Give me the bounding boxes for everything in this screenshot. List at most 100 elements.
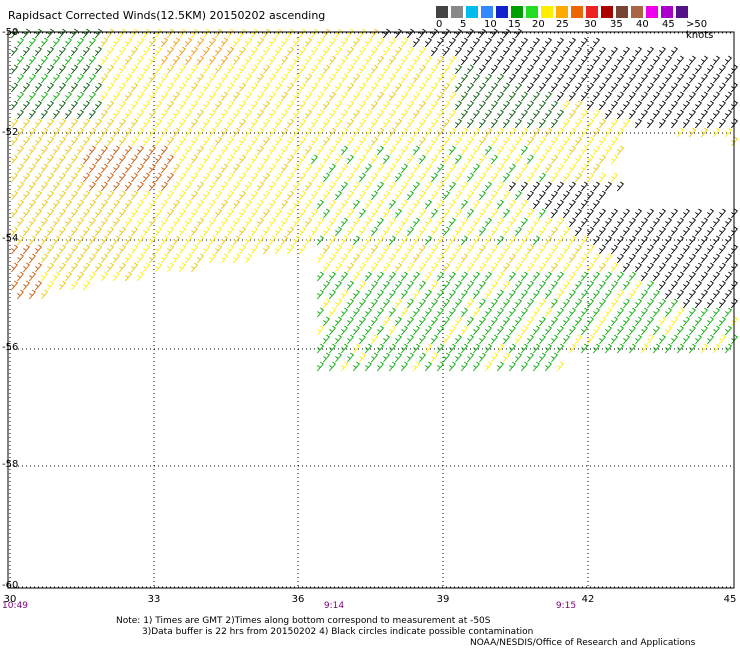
wind-barb: [64, 199, 73, 210]
wind-barb: [364, 199, 373, 210]
wind-barb: [448, 181, 457, 192]
wind-barb: [334, 28, 343, 39]
wind-barb: [574, 136, 583, 147]
wind-barb: [712, 91, 721, 102]
wind-barb: [250, 136, 259, 147]
wind-barb: [22, 46, 31, 57]
wind-barb: [688, 91, 697, 102]
wind-barb: [22, 172, 31, 183]
wind-barb: [430, 334, 439, 345]
wind-barb: [382, 154, 391, 165]
wind-barb: [388, 109, 397, 120]
lon-label-45: 45: [723, 594, 737, 605]
wind-barb: [304, 163, 313, 174]
wind-barb: [400, 217, 409, 228]
wind-barb: [508, 37, 517, 48]
wind-barb: [286, 244, 295, 255]
wind-barb: [346, 226, 355, 237]
wind-barb: [232, 37, 241, 48]
wind-barb: [178, 118, 187, 129]
wind-barb: [496, 289, 505, 300]
wind-barb: [670, 100, 679, 111]
wind-barb: [106, 100, 115, 111]
wind-barb: [664, 271, 673, 282]
wind-barb: [202, 100, 211, 111]
wind-barb: [532, 55, 541, 66]
wind-barb: [280, 199, 289, 210]
wind-barb: [400, 235, 409, 246]
wind-barb: [394, 334, 403, 345]
wind-barb: [574, 100, 583, 111]
wind-barb: [322, 280, 331, 291]
wind-barb: [142, 208, 151, 219]
wind-barb: [382, 298, 391, 309]
wind-barb: [82, 118, 91, 129]
wind-barb: [10, 64, 19, 75]
wind-barb: [76, 181, 85, 192]
wind-barb: [550, 46, 559, 57]
wind-barb: [196, 55, 205, 66]
wind-barb: [460, 145, 469, 156]
wind-barb: [532, 253, 541, 264]
wind-barb: [46, 244, 55, 255]
wind-barb: [82, 46, 91, 57]
wind-barb: [418, 190, 427, 201]
wind-barb: [28, 253, 37, 264]
lat-label-58: -58: [2, 459, 19, 470]
wind-barb: [496, 145, 505, 156]
lat-label-50: -50: [2, 27, 19, 38]
lon-label-39: 39: [436, 594, 450, 605]
wind-barb: [526, 190, 535, 201]
wind-barb: [424, 361, 433, 372]
wind-barb: [10, 82, 19, 93]
wind-barb: [484, 289, 493, 300]
wind-barb: [484, 307, 493, 318]
wind-barb: [508, 361, 517, 372]
wind-barb: [286, 28, 295, 39]
wind-barb: [292, 199, 301, 210]
wind-barb: [538, 154, 547, 165]
wind-barb: [514, 334, 523, 345]
wind-barb: [412, 289, 421, 300]
wind-barb: [190, 118, 199, 129]
wind-barb: [724, 73, 733, 84]
wind-barb: [118, 244, 127, 255]
wind-barb: [574, 154, 583, 165]
wind-barb: [208, 253, 217, 264]
wind-barb: [346, 154, 355, 165]
wind-barb: [322, 82, 331, 93]
wind-barb: [10, 46, 19, 57]
wind-barb: [502, 280, 511, 291]
wind-barb: [328, 73, 337, 84]
wind-barb: [400, 343, 409, 354]
wind-barb: [424, 235, 433, 246]
wind-barb: [394, 316, 403, 327]
wind-barb: [238, 172, 247, 183]
wind-barb: [358, 208, 367, 219]
wind-barb: [598, 136, 607, 147]
wind-barb: [508, 145, 517, 156]
wind-barb: [388, 181, 397, 192]
wind-barb: [544, 163, 553, 174]
wind-barb: [676, 325, 685, 336]
wind-barb: [244, 37, 253, 48]
wind-barb: [478, 28, 487, 39]
legend-swatch: [436, 6, 448, 18]
wind-barb: [154, 262, 163, 273]
wind-barb: [244, 73, 253, 84]
wind-barb: [46, 190, 55, 201]
wind-barb: [136, 73, 145, 84]
wind-barb: [268, 145, 277, 156]
wind-barb: [412, 109, 421, 120]
wind-barb: [442, 190, 451, 201]
wind-barb: [40, 199, 49, 210]
wind-barb: [700, 55, 709, 66]
wind-barb: [112, 55, 121, 66]
wind-barb: [280, 235, 289, 246]
wind-barb: [298, 100, 307, 111]
wind-barb: [112, 127, 121, 138]
wind-barb: [484, 55, 493, 66]
wind-barb: [334, 82, 343, 93]
wind-barb: [436, 325, 445, 336]
wind-barb: [346, 208, 355, 219]
